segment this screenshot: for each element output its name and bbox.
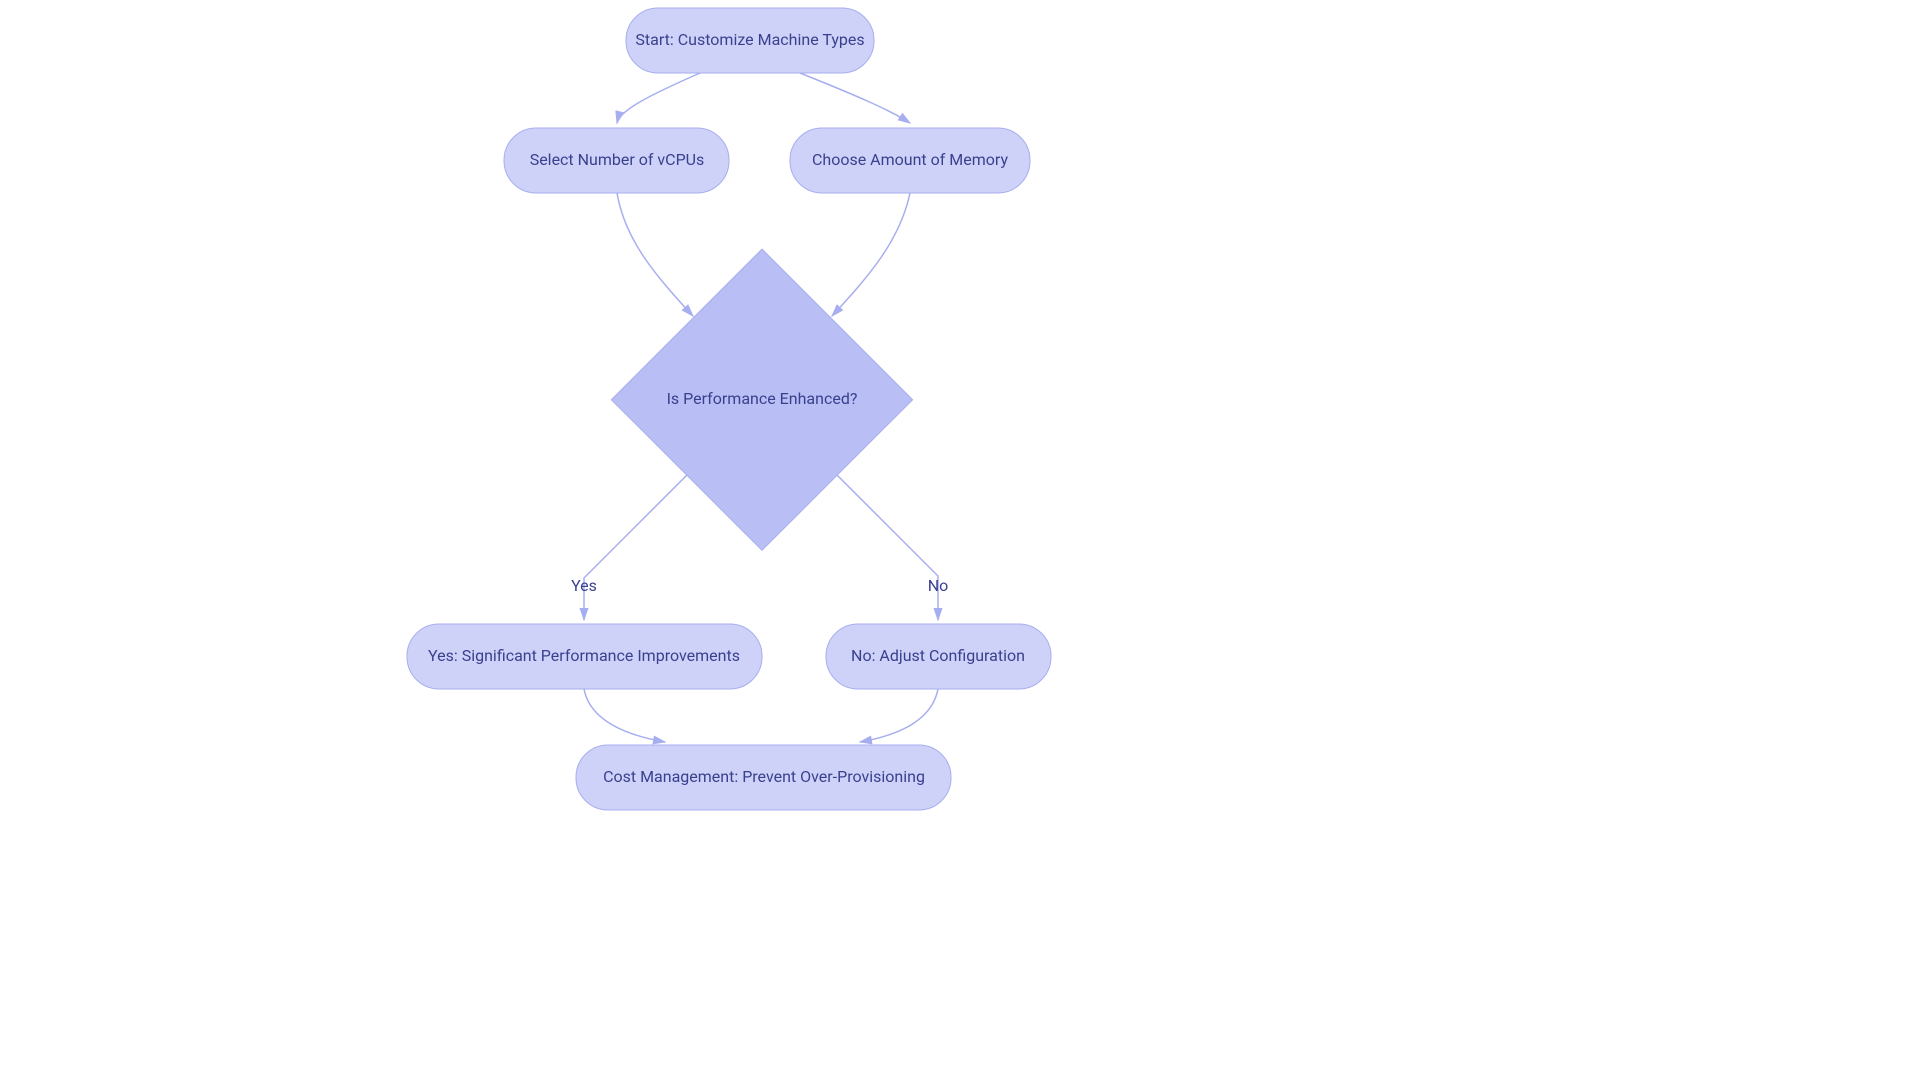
- edge-memory-perf: [832, 193, 910, 316]
- edge-perf-yes: [584, 475, 687, 620]
- node-no: No: Adjust Configuration: [826, 624, 1051, 689]
- node-cost: Cost Management: Prevent Over-Provisioni…: [576, 745, 951, 810]
- edge-start-vcpus: [617, 73, 700, 123]
- edge-start-memory: [800, 73, 910, 123]
- node-start-label: Start: Customize Machine Types: [635, 30, 864, 49]
- node-cost-label: Cost Management: Prevent Over-Provisioni…: [603, 767, 925, 786]
- node-vcpus: Select Number of vCPUs: [504, 128, 729, 193]
- edge-vcpus-perf: [617, 193, 693, 316]
- edge-label-no: No: [928, 576, 949, 595]
- edge-yes-cost: [584, 689, 665, 742]
- edge-label-yes: Yes: [571, 576, 597, 595]
- node-vcpus-label: Select Number of vCPUs: [530, 150, 705, 169]
- node-yes-label: Yes: Significant Performance Improvement…: [428, 646, 740, 665]
- node-start: Start: Customize Machine Types: [626, 8, 874, 73]
- node-decision-label: Is Performance Enhanced?: [667, 389, 858, 408]
- node-yes: Yes: Significant Performance Improvement…: [407, 624, 762, 689]
- node-no-label: No: Adjust Configuration: [851, 646, 1025, 665]
- flowchart-canvas: Yes No Start: Customize Machine Types Se…: [0, 0, 1920, 1083]
- edge-no-cost: [860, 689, 938, 742]
- node-memory: Choose Amount of Memory: [790, 128, 1030, 193]
- node-memory-label: Choose Amount of Memory: [812, 150, 1008, 169]
- edge-perf-no: [837, 475, 938, 620]
